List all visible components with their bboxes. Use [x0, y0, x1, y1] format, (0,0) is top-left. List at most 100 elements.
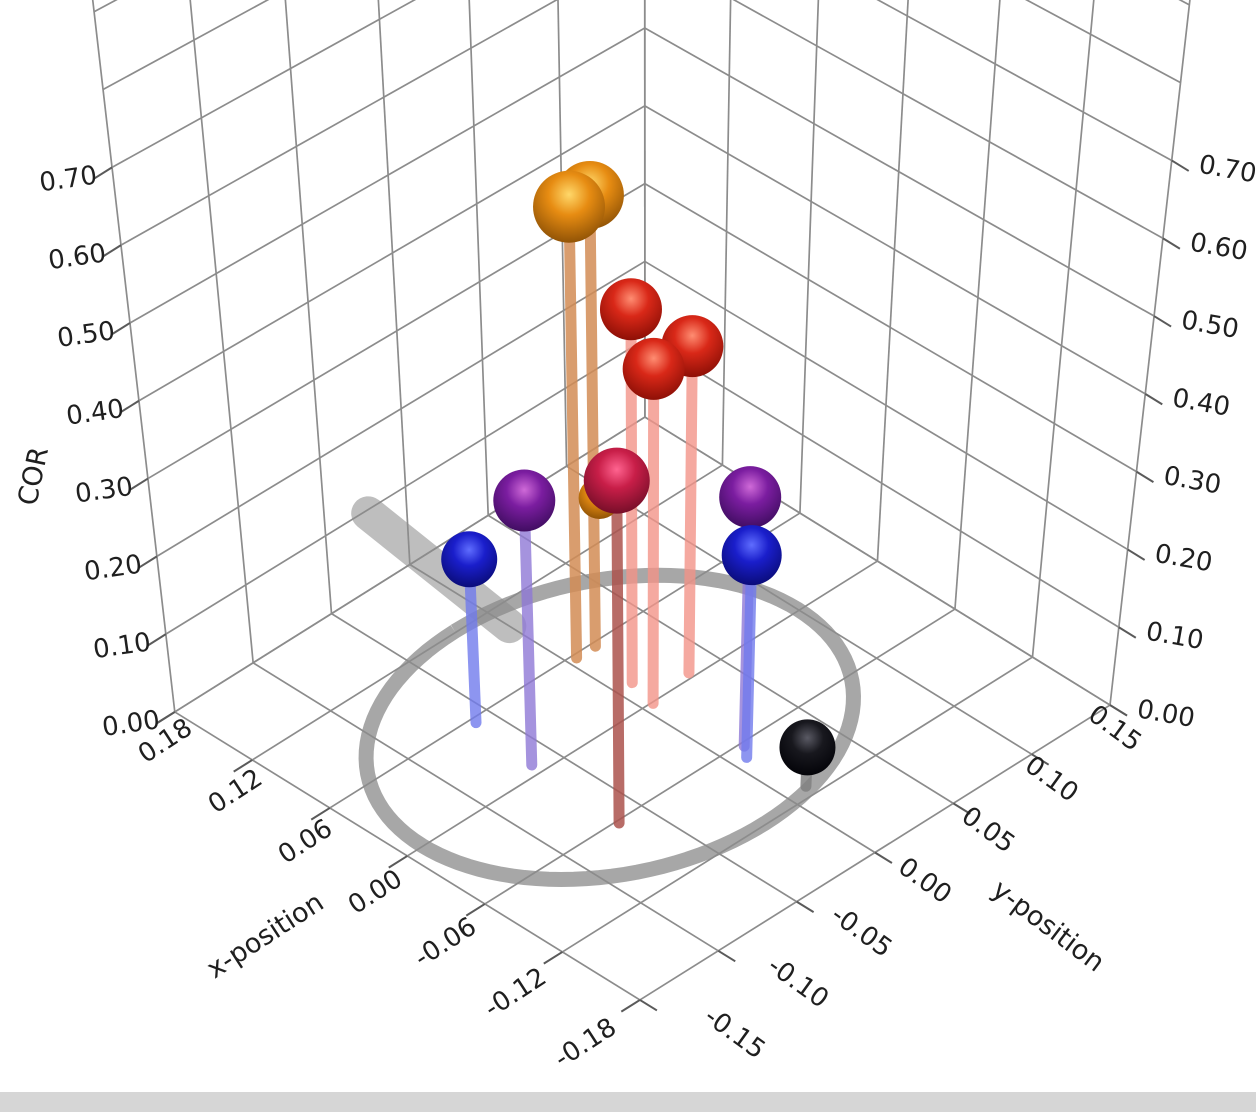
- y-tick-mark: [874, 851, 893, 864]
- x-axis-tick-label: 0.06: [273, 814, 338, 871]
- right-wall-gridline: [876, 0, 909, 562]
- y-tick-mark: [952, 802, 971, 815]
- right-wall-gridline: [1024, 0, 1181, 84]
- right-wall-gridline: [644, 27, 1155, 317]
- right-wall-gridline: [644, 260, 1129, 551]
- z-axis-tick-label-right: 0.00: [1135, 694, 1197, 734]
- x-tick-mark: [543, 951, 563, 965]
- left-wall-gridline: [91, 0, 176, 713]
- z-axis-tick-label-left: 0.30: [73, 472, 135, 510]
- z-axis-tick-label-left: 0.20: [82, 550, 144, 588]
- z-axis-tick-label-left: 0.10: [91, 627, 153, 665]
- y-axis-tick-label: -0.15: [699, 1002, 771, 1066]
- orange-stem: [563, 201, 583, 664]
- y-axis-tick-label: 0.00: [892, 852, 956, 910]
- y-axis-tick-label: -0.05: [825, 900, 897, 964]
- purple-stem: [518, 494, 538, 771]
- y-tick-mark: [639, 999, 658, 1012]
- right-wall-gridline: [644, 182, 1137, 473]
- left-wall-gridline: [120, 0, 559, 246]
- z-tick-mark-left: [146, 633, 167, 647]
- blue-sphere-marker: [721, 525, 782, 586]
- left-wall-gridline: [93, 0, 118, 13]
- black-sphere-marker: [779, 719, 836, 776]
- x-tick-mark: [465, 903, 486, 917]
- z-tick-mark-right: [1153, 315, 1172, 328]
- x-axis-tick-label: -0.12: [479, 962, 552, 1024]
- grid-box: [91, 0, 1191, 1001]
- right-wall-gridline: [644, 105, 1146, 395]
- left-wall-gridline: [174, 416, 646, 713]
- right-wall-gridline: [1031, 0, 1095, 658]
- x-axis-tick-label: 0.00: [343, 864, 408, 921]
- z-axis-tick-label-left: 0.40: [64, 394, 126, 432]
- right-wall-gridline: [1178, 0, 1190, 6]
- crimson-stem: [611, 475, 625, 829]
- x-tick-mark: [388, 855, 408, 869]
- right-wall-gridline: [644, 416, 1111, 706]
- purple-sphere-marker: [719, 466, 782, 529]
- right-wall-gridline: [799, 0, 820, 514]
- z-axis-tick-label-right: 0.30: [1161, 461, 1223, 501]
- z-axis-tick-label-left: 0.60: [46, 238, 108, 276]
- z-tick-mark-right: [1127, 548, 1146, 561]
- z-tick-mark-right: [1135, 470, 1154, 484]
- y-axis-title: y-position: [986, 874, 1110, 978]
- z-axis-tick-label-right: 0.50: [1179, 305, 1241, 345]
- left-wall-gridline: [102, 0, 270, 91]
- left-wall-gridline: [156, 260, 646, 558]
- right-wall-gridline: [732, 0, 1164, 239]
- left-wall-gridline: [557, 0, 568, 467]
- z-tick-mark-left: [101, 244, 122, 258]
- x-tick-mark: [620, 999, 641, 1013]
- x-axis-title: x-position: [201, 887, 329, 985]
- z-tick-mark-left: [92, 166, 113, 180]
- z-tick-mark-left: [128, 477, 149, 492]
- crimson-sphere-marker: [583, 447, 650, 514]
- left-wall-gridline: [138, 105, 646, 402]
- left-wall-gridline: [468, 0, 490, 516]
- left-wall-gridline: [165, 338, 646, 635]
- floor-gridline: [409, 563, 876, 854]
- z-axis-tick-label-right: 0.60: [1188, 228, 1250, 268]
- floor-gridline: [487, 514, 954, 805]
- z-axis-title: COR: [12, 444, 55, 508]
- tick-marks: [92, 159, 1190, 1013]
- y-tick-mark: [1031, 753, 1050, 766]
- z-tick-mark-right: [1162, 237, 1181, 250]
- z-axis-tick-label-right: 0.70: [1197, 150, 1256, 190]
- left-wall-gridline: [189, 0, 254, 663]
- y-axis-tick-label: -0.10: [762, 951, 834, 1015]
- z-axis-tick-label-left: 0.50: [55, 316, 117, 354]
- z-tick-mark-right: [1109, 704, 1128, 717]
- y-tick-mark: [796, 900, 815, 914]
- x-axis-tick-label: -0.18: [549, 1012, 622, 1074]
- floor-gridline: [331, 612, 798, 903]
- z-axis-tick-label-left: 0.70: [37, 161, 99, 199]
- z-axis-tick-label-right: 0.40: [1170, 383, 1232, 423]
- orange-stem: [584, 189, 601, 652]
- floor-gridline: [252, 662, 719, 952]
- z-tick-mark-left: [137, 555, 158, 569]
- spheres: [441, 160, 836, 776]
- x-axis-tick-label: -0.06: [409, 912, 482, 974]
- z-tick-mark-left: [110, 322, 131, 336]
- orange-sphere-marker: [533, 170, 606, 243]
- left-wall-gridline: [129, 27, 646, 324]
- blue-sphere-marker: [441, 531, 498, 588]
- floor-gridline: [566, 465, 1033, 755]
- y-axis-tick-label: 0.10: [1019, 750, 1083, 808]
- left-wall-gridline: [111, 0, 417, 169]
- z-tick-mark-left: [155, 711, 176, 725]
- right-wall-gridline: [644, 338, 1120, 628]
- left-wall-gridline: [284, 0, 333, 614]
- z-tick-mark-right: [1144, 392, 1163, 406]
- bottom-bar: [0, 1092, 1256, 1112]
- z-axis-tick-label-right: 0.10: [1144, 617, 1206, 657]
- floor-ring-shadow: [358, 567, 861, 887]
- z-tick-mark-left: [119, 399, 140, 414]
- red-stem: [647, 363, 660, 709]
- z-tick-mark-right: [1171, 159, 1190, 172]
